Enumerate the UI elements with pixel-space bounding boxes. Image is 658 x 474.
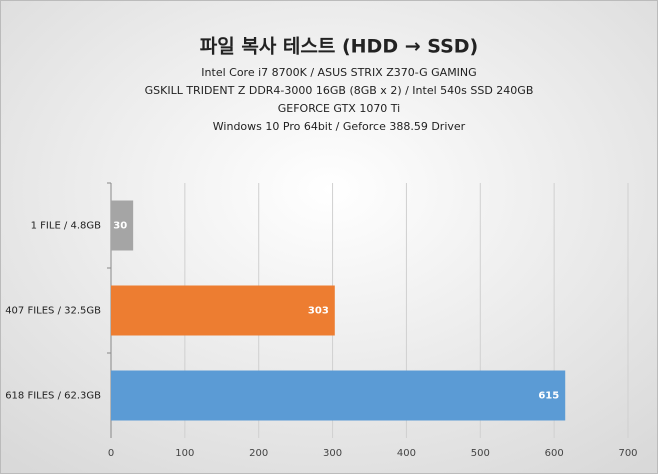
x-tick-label: 400 [397,448,416,459]
subtitle: Windows 10 Pro 64bit / Geforce 388.59 Dr… [213,120,466,133]
bar [111,370,566,421]
y-tick-label: 1 FILE / 4.8GB [31,221,102,232]
x-tick-label: 300 [323,448,342,459]
x-tick-label: 0 [108,448,114,459]
chart-title: 파일 복사 테스트 (HDD → SSD) [200,36,478,58]
value-label: 615 [538,391,559,402]
x-tick-label: 200 [249,448,268,459]
subtitle: Intel Core i7 8700K / ASUS STRIX Z370-G … [201,66,476,79]
value-label: 303 [308,306,329,317]
subtitle: GEFORCE GTX 1070 Ti [278,102,401,115]
x-tick-label: 500 [471,448,490,459]
bar [111,285,335,336]
x-tick-label: 700 [618,448,637,459]
subtitle: GSKILL TRIDENT Z DDR4-3000 16GB (8GB x 2… [145,84,534,97]
y-tick-label: 407 FILES / 32.5GB [5,306,101,317]
bar [111,200,134,251]
x-tick-label: 600 [545,448,564,459]
value-label: 30 [113,221,127,232]
y-tick-label: 618 FILES / 62.3GB [5,391,101,402]
x-tick-label: 100 [175,448,194,459]
